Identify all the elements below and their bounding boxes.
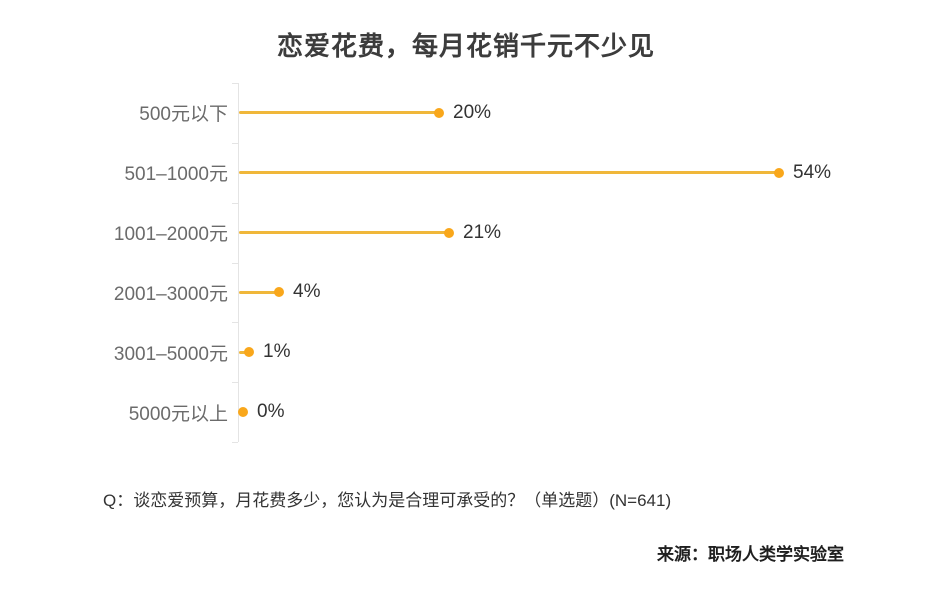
chart-row: 5000元以上 0% <box>0 382 932 442</box>
row-plot-area: 20% <box>239 102 932 124</box>
axis-tick <box>232 442 238 443</box>
lollipop-dot <box>444 227 454 238</box>
y-axis-line <box>238 83 239 442</box>
category-label: 2001–3000元 <box>113 283 228 305</box>
lollipop-dot <box>238 407 248 418</box>
value-label: 0% <box>257 401 285 423</box>
chart-row: 2001–3000元 4% <box>0 262 932 322</box>
lollipop-dot <box>274 287 284 298</box>
axis-tick <box>232 382 238 383</box>
category-label: 501–1000元 <box>124 164 228 186</box>
category-label: 3001–5000元 <box>113 343 228 365</box>
lollipop-stem <box>239 290 279 294</box>
value-label: 1% <box>263 341 291 363</box>
lollipop-dot <box>244 347 254 358</box>
value-label: 54% <box>793 161 832 183</box>
chart-rows: 500元以下 20% 501–1000元 54% 1001–2000元 21% 2001–3… <box>0 83 932 442</box>
value-label: 20% <box>453 101 492 123</box>
axis-tick <box>232 322 238 323</box>
chart-row: 1001–2000元 21% <box>0 203 932 263</box>
row-plot-area: 21% <box>239 222 932 244</box>
category-label: 500元以下 <box>139 104 228 126</box>
source-credit: 来源：职场人类学实验室 <box>657 545 844 564</box>
lollipop-stem <box>239 111 439 115</box>
row-plot-area: 1% <box>239 341 932 363</box>
lollipop-dot <box>434 107 444 118</box>
row-plot-area: 4% <box>239 281 932 303</box>
value-label: 4% <box>293 281 321 303</box>
category-label: 1001–2000元 <box>113 224 228 246</box>
chart-row: 501–1000元 54% <box>0 143 932 203</box>
row-plot-area: 54% <box>239 162 932 184</box>
category-label: 5000元以上 <box>128 403 228 425</box>
lollipop-dot <box>774 167 784 178</box>
axis-tick <box>232 263 238 264</box>
lollipop-stem <box>239 231 449 235</box>
axis-tick <box>232 143 238 144</box>
row-plot-area: 0% <box>238 401 932 423</box>
axis-tick <box>232 203 238 204</box>
axis-tick <box>232 83 238 84</box>
chart-title: 恋爱花费，每月花销千元不少见 <box>276 31 655 61</box>
chart-row: 3001–5000元 1% <box>0 322 932 382</box>
survey-question-footnote: Q：谈恋爱预算，月花费多少，您认为是合理可承受的？（单选题）(N=641) <box>103 491 672 510</box>
lollipop-stem <box>239 171 779 175</box>
value-label: 21% <box>463 221 502 243</box>
lollipop-chart: 500元以下 20% 501–1000元 54% 1001–2000元 21% 2001–3… <box>0 83 932 443</box>
chart-row: 500元以下 20% <box>0 83 932 143</box>
